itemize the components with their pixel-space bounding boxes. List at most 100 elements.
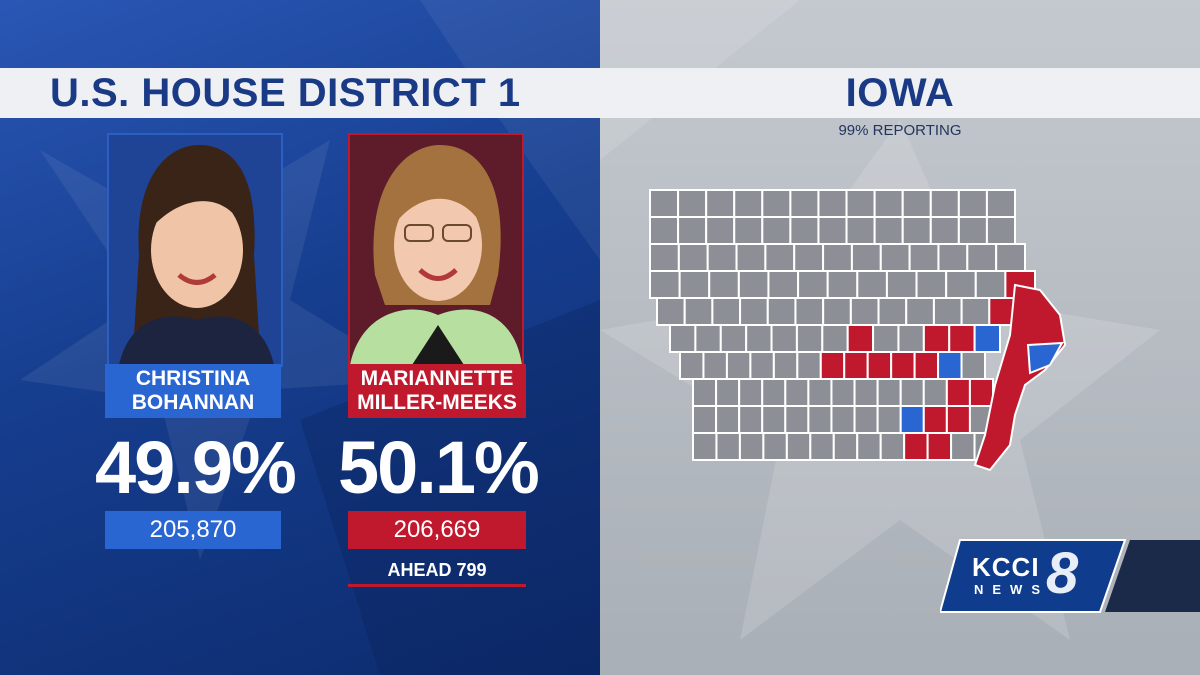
county-shape	[706, 243, 738, 272]
county-shape	[767, 270, 800, 299]
county-shape	[708, 270, 740, 299]
county-shape	[649, 243, 680, 272]
county-shape	[715, 378, 741, 407]
county-shape	[669, 324, 697, 353]
county-shape	[846, 324, 875, 353]
county-shape	[705, 216, 736, 245]
logo-background	[938, 539, 1200, 613]
county-shape	[683, 297, 714, 326]
county-shape	[678, 270, 711, 299]
county-shape	[985, 216, 1016, 245]
county-shape	[738, 432, 765, 461]
county-shape	[966, 243, 998, 272]
county-shape	[807, 378, 833, 407]
county-shape	[968, 378, 994, 407]
county-shape	[995, 243, 1026, 272]
county-shape	[913, 351, 940, 380]
county-shape	[901, 216, 932, 245]
logo-channel-number: 8	[1046, 541, 1079, 606]
county-shape	[879, 243, 911, 272]
county-shape	[922, 405, 948, 434]
county-shape	[830, 405, 856, 434]
county-shape	[702, 351, 728, 380]
county-shape	[793, 243, 825, 272]
county-shape	[735, 243, 767, 272]
county-shape	[899, 405, 925, 434]
lead-margin: AHEAD 799	[348, 556, 526, 587]
candidate-percent-bohannan: 49.9%	[95, 426, 297, 509]
county-shape	[832, 432, 859, 461]
county-shape	[656, 297, 686, 326]
county-shape	[974, 270, 1007, 299]
county-shape	[856, 432, 882, 461]
county-shape	[945, 270, 977, 299]
county-shape	[903, 432, 929, 461]
candidate-first-name: MARIANNETTE	[360, 367, 514, 390]
county-shape	[957, 216, 988, 245]
county-shape	[649, 189, 680, 218]
logo-news-word: NEWS	[974, 582, 1049, 597]
county-shape	[845, 216, 876, 245]
county-shape	[821, 324, 849, 353]
county-shape	[761, 189, 792, 218]
county-shape	[890, 351, 916, 380]
candidate-photo-bohannan	[107, 133, 283, 367]
county-shape	[957, 189, 988, 218]
county-shape	[973, 324, 1002, 353]
county-shape	[694, 324, 722, 353]
county-shape	[885, 270, 918, 299]
county-shape	[715, 432, 741, 461]
county-shape	[849, 297, 880, 326]
county-shape	[733, 189, 764, 218]
county-shape	[737, 270, 770, 299]
county-shape	[692, 432, 718, 461]
county-shape	[915, 270, 948, 299]
county-shape	[985, 189, 1016, 218]
county-shape	[745, 324, 773, 353]
county-shape	[819, 351, 846, 380]
county-shape	[761, 405, 787, 434]
candidate-name-miller-meeks: MARIANNETTE MILLER-MEEKS	[348, 364, 526, 418]
county-shape	[850, 243, 882, 272]
candidate-name-bohannan: CHRISTINA BOHANNAN	[105, 364, 281, 418]
candidate-last-name: MILLER-MEEKS	[357, 391, 517, 414]
county-shape	[739, 297, 769, 326]
county-shape	[932, 297, 963, 326]
county-shape	[784, 378, 810, 407]
county-shape	[725, 351, 752, 380]
county-shape	[1026, 341, 1064, 375]
candidate-votes-miller-meeks: 206,669	[348, 511, 526, 549]
county-shape	[733, 216, 764, 245]
county-shape	[856, 270, 888, 299]
county-shape	[873, 189, 904, 218]
county-shape	[738, 378, 764, 407]
county-shape	[830, 378, 856, 407]
county-shape	[899, 378, 925, 407]
county-shape	[876, 378, 902, 407]
candidate-portrait-icon	[350, 135, 522, 365]
county-shape	[789, 216, 820, 245]
county-shape	[770, 324, 798, 353]
county-shape	[649, 216, 680, 245]
county-shape	[761, 216, 792, 245]
county-shape	[822, 297, 852, 326]
county-shape	[677, 243, 709, 272]
county-shape	[960, 351, 986, 380]
county-shape	[789, 189, 820, 218]
station-logo: KCCI NEWS 8	[938, 538, 1200, 614]
county-shape	[877, 297, 908, 326]
county-shape	[922, 378, 948, 407]
county-shape	[692, 405, 718, 434]
county-shape	[845, 189, 876, 218]
county-shape	[679, 351, 705, 380]
county-shape	[649, 270, 681, 299]
county-shape	[822, 243, 853, 272]
county-shape	[897, 324, 925, 353]
candidate-portrait-icon	[109, 135, 281, 365]
county-shape	[738, 405, 764, 434]
county-shape	[879, 432, 906, 461]
county-shape	[761, 378, 787, 407]
county-shape	[973, 283, 1067, 472]
county-shape	[843, 351, 869, 380]
county-shape	[922, 324, 951, 353]
